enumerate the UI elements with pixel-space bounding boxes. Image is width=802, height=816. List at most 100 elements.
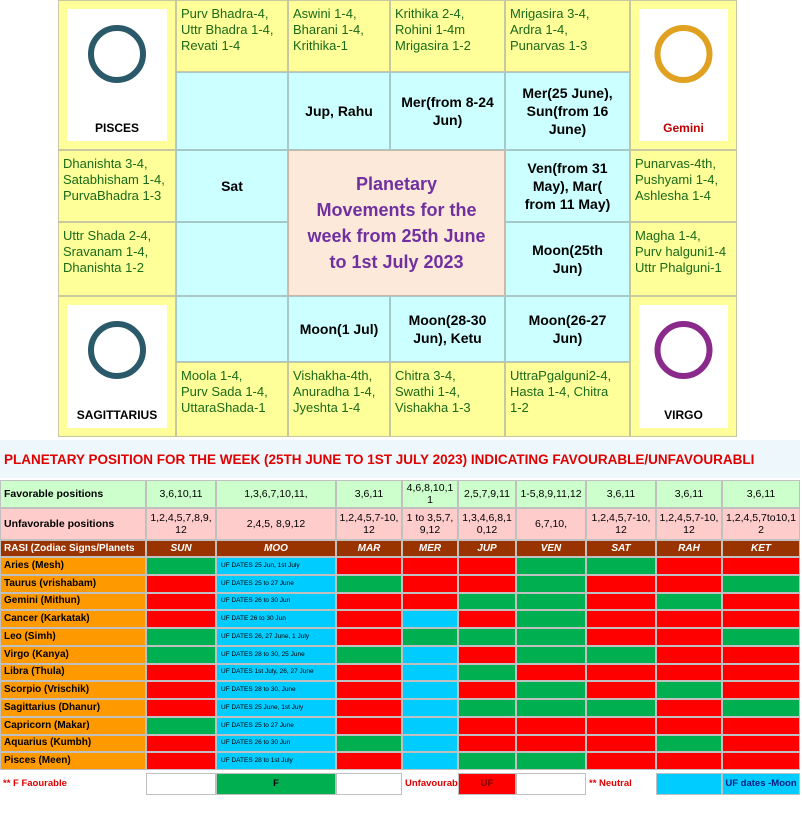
legend-cell: ** Neutral [586, 773, 656, 795]
status-cell [458, 610, 516, 628]
legend-cell: F [216, 773, 336, 795]
header-cell: MER [402, 540, 458, 557]
sign-icon [654, 25, 713, 83]
status-cell [586, 592, 656, 611]
status-cell [516, 645, 586, 664]
header-cell: SUN [146, 540, 216, 557]
status-cell [586, 645, 656, 664]
header-cell: RAH [656, 540, 722, 557]
moon-uf-dates: UF DATE 26 to 30 Jun [221, 615, 286, 623]
sign-cell: Virgo (Kanya) [0, 645, 146, 664]
status-cell [656, 752, 722, 770]
status-cell [722, 699, 800, 717]
status-cell [146, 628, 216, 646]
nakshatra-text: Purv Bhadra-4, [181, 6, 269, 21]
status-cell [516, 716, 586, 735]
status-cell [402, 699, 458, 717]
status-cell [656, 699, 722, 717]
nakshatra-text: Ardra 1-4, [510, 22, 568, 37]
moon-uf-dates: UF DATES 1st July, 26, 27 June [221, 668, 314, 676]
position-cell: 1,3,6,7,10,11, [216, 480, 336, 508]
status-cell [458, 592, 516, 611]
planet-text: Jun), Ketu [413, 330, 482, 346]
moon-uf-dates: UF DATES 26 to 30 Jun [221, 597, 291, 605]
sign-name: Aries (Mesh) [4, 559, 65, 571]
header-cell: VEN [516, 540, 586, 557]
position-cell: 1,2,4,5,7,8,9,12 [146, 508, 216, 540]
status-cell [402, 557, 458, 575]
nakshatra-text: Chitra 3-4, [395, 368, 456, 383]
status-cell [146, 663, 216, 682]
empty-cell [176, 222, 288, 296]
nakshatra-text: Pushyami 1-4, [635, 172, 719, 187]
status-cell [402, 716, 458, 735]
sign-cell: Cancer (Karkatak) [0, 610, 146, 628]
status-cell: UF DATES 28 to 1st July [216, 752, 336, 770]
status-cell [516, 681, 586, 699]
status-cell [516, 574, 586, 593]
header-cell: SAT [586, 540, 656, 557]
planet-cell: Moon(25th Jun) [505, 222, 630, 296]
planet-cell: Mer(from 8-24 Jun) [390, 72, 505, 150]
nakshatra-cell: Aswini 1-4, Bharani 1-4, Krithika-1 [288, 0, 390, 72]
moon-uf-dates: UF DATES 25 Jun, 1st July [221, 561, 300, 569]
status-cell: UF DATES 28 to 30, June [216, 681, 336, 699]
legend-text: UF dates -Moon [725, 778, 797, 789]
sign-picture: Gemini [639, 9, 728, 141]
planet-text: Jun) [552, 260, 583, 276]
status-cell [656, 734, 722, 753]
status-cell [722, 734, 800, 753]
nakshatra-text: UttraPgalguni2-4, [510, 368, 612, 383]
status-cell [336, 663, 402, 682]
position-cell: 2,4,5, 8,9,12 [216, 508, 336, 540]
nakshatra-cell: UttraPgalguni2-4, Hasta 1-4, Chitra 1-2 [505, 362, 630, 437]
nakshatra-cell: Mrigasira 3-4, Ardra 1-4, Punarvas 1-3 [505, 0, 630, 72]
status-cell [336, 610, 402, 628]
sign-name: Gemini (Mithun) [4, 595, 81, 607]
status-cell [336, 592, 402, 611]
nakshatra-text: Punarvas 1-3 [510, 38, 588, 53]
status-cell [722, 645, 800, 664]
nakshatra-text: Swathi 1-4, [395, 384, 461, 399]
header-cell: MAR [336, 540, 402, 557]
status-cell [722, 681, 800, 699]
sign-name: Libra (Thula) [4, 666, 65, 678]
position-text: 3,6,11 [674, 488, 704, 500]
position-text: 1 to 3,5,7,9,12 [406, 512, 454, 536]
sign-picture: PISCES [67, 9, 167, 141]
status-cell [336, 557, 402, 575]
nakshatra-cell: Uttr Shada 2-4, Sravanam 1-4, Dhanishta 1-… [58, 222, 176, 296]
nakshatra-text: Dhanishta 3-4, [63, 156, 148, 171]
sign-name: Virgo (Kanya) [4, 648, 69, 660]
header-cell: JUP [458, 540, 516, 557]
nakshatra-text: Vishakha-4th, [293, 368, 373, 383]
empty-cell [176, 296, 288, 362]
nakshatra-text: Mrigasira 3-4, [510, 6, 590, 21]
status-cell [656, 610, 722, 628]
nakshatra-text: Aswini 1-4, [293, 6, 357, 21]
sign-cell: Capricorn (Makar) [0, 716, 146, 735]
row-label: Favorable positions [0, 480, 146, 508]
sign-cell: Aries (Mesh) [0, 557, 146, 575]
position-cell: 3,6,10,11 [146, 480, 216, 508]
nakshatra-text: Purv halguni1-4 [635, 244, 727, 259]
planet-text: Mer(from 8-24 [401, 94, 494, 110]
status-cell [458, 645, 516, 664]
status-cell [656, 663, 722, 682]
status-cell: UF DATES 1st July, 26, 27 June [216, 663, 336, 682]
status-cell [722, 716, 800, 735]
header-cell: RASI (Zodiac Signs/Planets [0, 540, 146, 557]
status-cell [336, 716, 402, 735]
status-cell [336, 734, 402, 753]
status-cell [402, 663, 458, 682]
sign-name: Taurus (vrishabam) [4, 577, 97, 589]
sign-cell: Libra (Thula) [0, 663, 146, 682]
position-text: 3,6,11 [606, 488, 636, 500]
status-cell [656, 645, 722, 664]
legend-empty [336, 773, 402, 795]
planet-text: June) [548, 121, 587, 137]
nakshatra-text: Bharani 1-4, [293, 22, 364, 37]
status-cell: UF DATE 26 to 30 Jun [216, 610, 336, 628]
table-title-text: PLANETARY POSITION FOR THE WEEK (25TH JU… [4, 452, 755, 467]
